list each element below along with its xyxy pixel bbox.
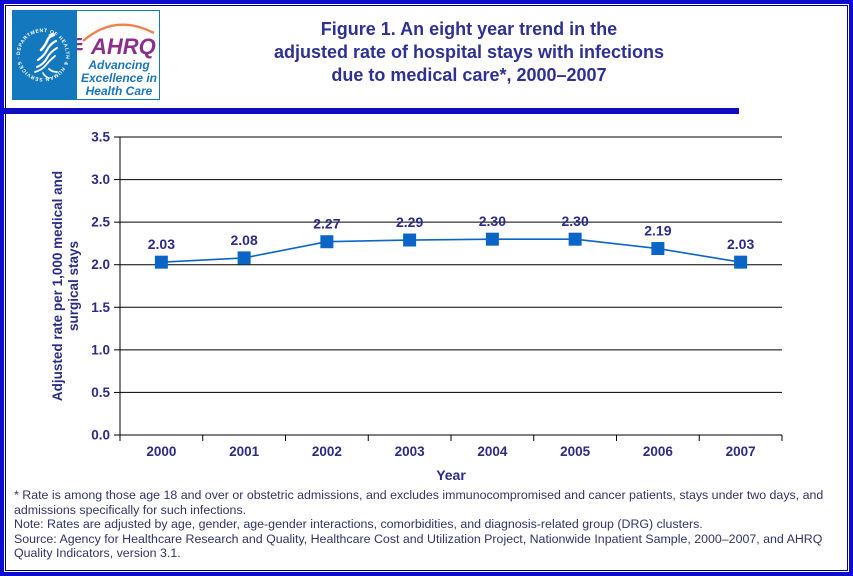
x-tick-label: 2006 bbox=[643, 444, 674, 459]
data-point-marker bbox=[403, 233, 417, 247]
ahrq-logo: DEPARTMENT OF HEALTH & HUMAN SERVICES · … bbox=[11, 7, 160, 100]
eagle-glyph bbox=[34, 33, 58, 79]
y-tick-label: 3.5 bbox=[91, 130, 110, 145]
logo-arc bbox=[82, 23, 155, 42]
data-point-label: 2.19 bbox=[644, 223, 671, 239]
chart-canvas: 0.0 0.5 1.0 1.5 2.0 2.5 3.0 3.5 2.03 2.08 2.27 2.29… bbox=[50, 130, 783, 483]
eagle-head bbox=[48, 32, 54, 37]
x-axis-title: Year bbox=[436, 467, 466, 483]
ahrq-logo-right-panel: AHRQ Advancing Excellence in Health Care bbox=[70, 11, 159, 99]
ahrq-brand-text: AHRQ bbox=[90, 34, 156, 59]
y-tick-label: 0.5 bbox=[91, 385, 110, 400]
seal-ring-text: DEPARTMENT OF HEALTH & HUMAN SERVICES · … bbox=[11, 7, 70, 82]
x-tick-label: 2002 bbox=[312, 444, 342, 459]
footnotes: * Rate is among those age 18 and over or… bbox=[14, 488, 840, 561]
y-tick-label: 1.0 bbox=[91, 342, 110, 357]
y-tick-label: 2.0 bbox=[91, 257, 110, 272]
data-point-marker bbox=[237, 251, 251, 265]
y-axis-title: surgical stays bbox=[66, 241, 81, 331]
line-chart: 0.0 0.5 1.0 1.5 2.0 2.5 3.0 3.5 2.03 2.08 2.27 2.29… bbox=[4, 120, 849, 496]
x-tick-label: 2005 bbox=[560, 444, 591, 459]
figure-title-line-3: due to medical care*, 2000–2007 bbox=[331, 65, 607, 85]
hhs-seal-icon: DEPARTMENT OF HEALTH & HUMAN SERVICES · … bbox=[11, 7, 70, 82]
data-point-label: 2.27 bbox=[313, 216, 340, 232]
tagline-line-3: Health Care bbox=[86, 84, 153, 98]
data-point-marker bbox=[734, 255, 748, 269]
data-point-marker bbox=[568, 232, 582, 246]
header-divider bbox=[4, 108, 739, 114]
y-axis-title: Adjusted rate per 1,000 medical and bbox=[50, 171, 65, 401]
x-tick-label: 2003 bbox=[395, 444, 426, 459]
figure-title: Figure 1. An eight year trend in the adj… bbox=[164, 18, 774, 87]
x-tick-label: 2007 bbox=[726, 444, 756, 459]
y-tick-label: 0.0 bbox=[91, 428, 110, 443]
data-point-marker bbox=[320, 235, 334, 249]
x-tick-label: 2001 bbox=[229, 444, 260, 459]
tagline-line-1: Advancing bbox=[87, 58, 150, 72]
x-tick-label: 2000 bbox=[146, 444, 176, 459]
tagline-line-2: Excellence in bbox=[81, 71, 157, 85]
data-point-label: 2.30 bbox=[562, 213, 589, 229]
data-point-label: 2.29 bbox=[396, 214, 423, 230]
data-point-marker bbox=[485, 232, 499, 246]
speed-lines bbox=[70, 38, 83, 51]
series-line bbox=[161, 238, 741, 263]
footnote-note: Note: Rates are adjusted by age, gender,… bbox=[14, 517, 703, 532]
y-tick-label: 1.5 bbox=[91, 300, 110, 315]
footnote-rate: * Rate is among those age 18 and over or… bbox=[14, 488, 824, 517]
y-tick-label: 3.0 bbox=[91, 172, 110, 187]
footnote-source: Source: Agency for Healthcare Research a… bbox=[14, 531, 823, 561]
ahrq-wordmark: AHRQ Advancing Excellence in Health Care bbox=[70, 23, 157, 98]
data-point-label: 2.08 bbox=[231, 232, 258, 248]
hhs-seal-panel: DEPARTMENT OF HEALTH & HUMAN SERVICES · … bbox=[11, 7, 77, 99]
figure-title-line-2: adjusted rate of hospital stays with inf… bbox=[273, 42, 665, 62]
data-point-marker bbox=[154, 255, 168, 269]
x-tick-label: 2004 bbox=[477, 444, 508, 459]
svg-text:DEPARTMENT OF HEALTH & HUMAN S: DEPARTMENT OF HEALTH & HUMAN SERVICES · … bbox=[13, 11, 70, 82]
data-point-label: 2.03 bbox=[148, 236, 175, 252]
data-point-label: 2.30 bbox=[479, 213, 506, 229]
data-point-marker bbox=[651, 242, 665, 256]
y-tick-label: 2.5 bbox=[91, 215, 110, 230]
data-point-label: 2.03 bbox=[727, 236, 754, 252]
figure-title-line-1: Figure 1. An eight year trend in the bbox=[320, 19, 618, 39]
